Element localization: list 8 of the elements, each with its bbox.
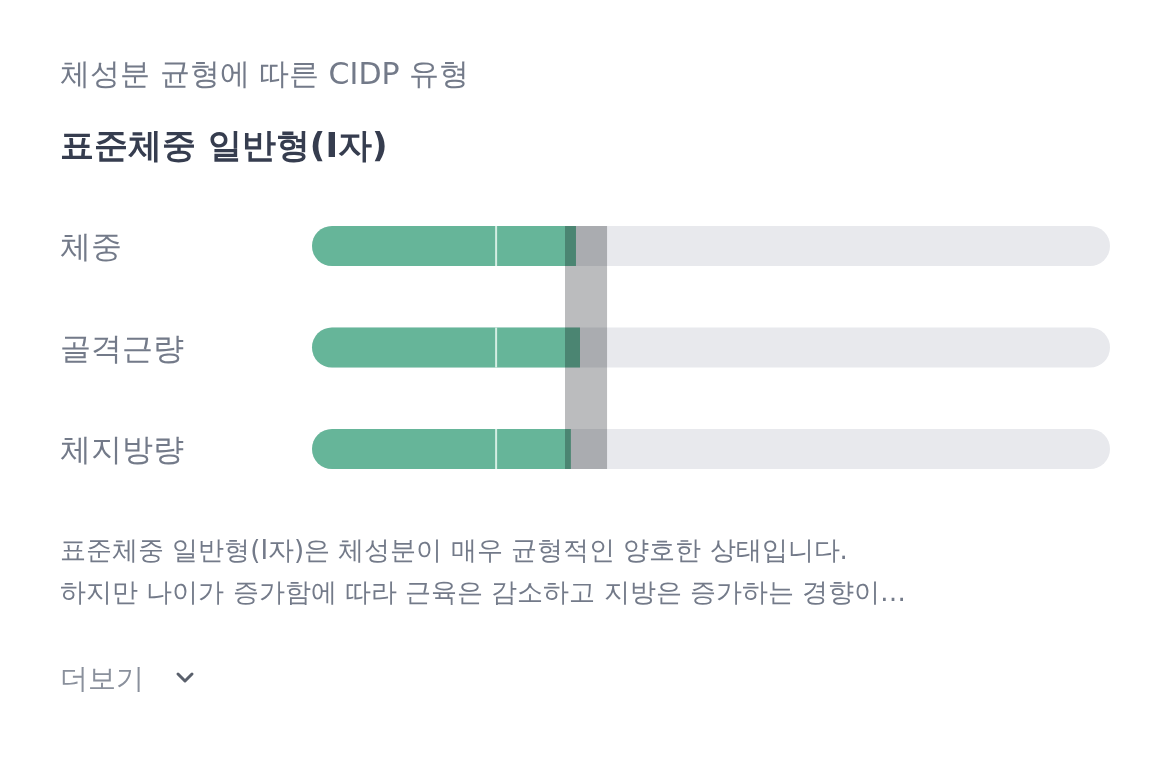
text: 더보기: [60, 662, 144, 695]
text: 하지만 나이가 증가함에 따라 근육은 감소하고 지방은 증가하는 경향이…: [60, 577, 907, 607]
y-tick-label: 골격근량: [60, 329, 184, 366]
text: 표준체중 일반형(I자)은 체성분이 매우 균형적인 양호한 상태입니다.: [60, 535, 848, 565]
y-tick-label: 체지방량: [60, 431, 184, 467]
chart-title: 체성분 균형에 따른 CIDP 유형: [60, 56, 470, 91]
chart-subtitle: 표준체중 일반형(I자): [60, 125, 388, 165]
y-tick-label: 체중: [60, 228, 122, 264]
